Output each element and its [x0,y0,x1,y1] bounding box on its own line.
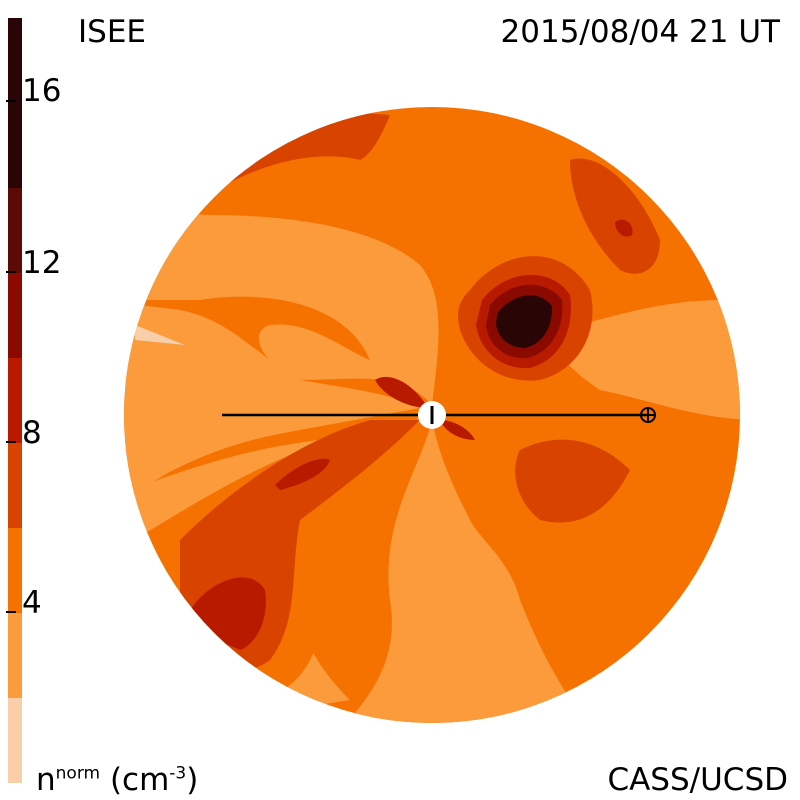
unit-close: ) [186,762,199,798]
colorbar-band [8,18,22,188]
region-mid-northeast [570,158,660,274]
timestamp-label: 2015/08/04 21 UT [500,14,780,50]
colorbar-tick-label: 8 [22,415,42,451]
region-high-near-sun-nw [375,376,428,408]
colorbar-tick [6,441,16,443]
region-high-near-sun-se [440,420,475,440]
colorbar-band [8,528,22,613]
source-label: ISEE [78,14,146,50]
credit-label: CASS/UCSD [607,762,788,798]
colorbar-band [8,188,22,273]
region-high-northeast-dot [615,219,633,237]
region-light-west-lower [124,300,420,520]
region-mid-southeast [515,439,630,523]
region-light-west [124,210,439,405]
colorbar-tick [6,611,16,613]
colorbar-tick-label: 16 [22,73,62,109]
region-light-east [557,300,740,420]
quantity-unit-label: nnorm (cm-3) [36,765,198,796]
colorbar-tick-label: 4 [22,585,42,621]
colorbar-tick [6,100,16,102]
colorbar-band [8,698,22,783]
region-light-south [330,420,600,723]
unit-open: (cm [109,762,170,798]
colorbar-band [8,273,22,358]
quantity-symbol: n [36,762,56,798]
unit-exponent: -3 [169,763,187,784]
quantity-superscript: norm [55,763,101,784]
colorbar-tick-label: 12 [22,245,62,281]
colorbar-tick [6,271,16,273]
colorbar-band [8,443,22,528]
region-high-west-blob [275,458,330,490]
region-peak [496,295,553,348]
region-lowest-west [135,325,185,345]
colorbar-band [8,613,22,698]
colorbar [8,18,22,783]
